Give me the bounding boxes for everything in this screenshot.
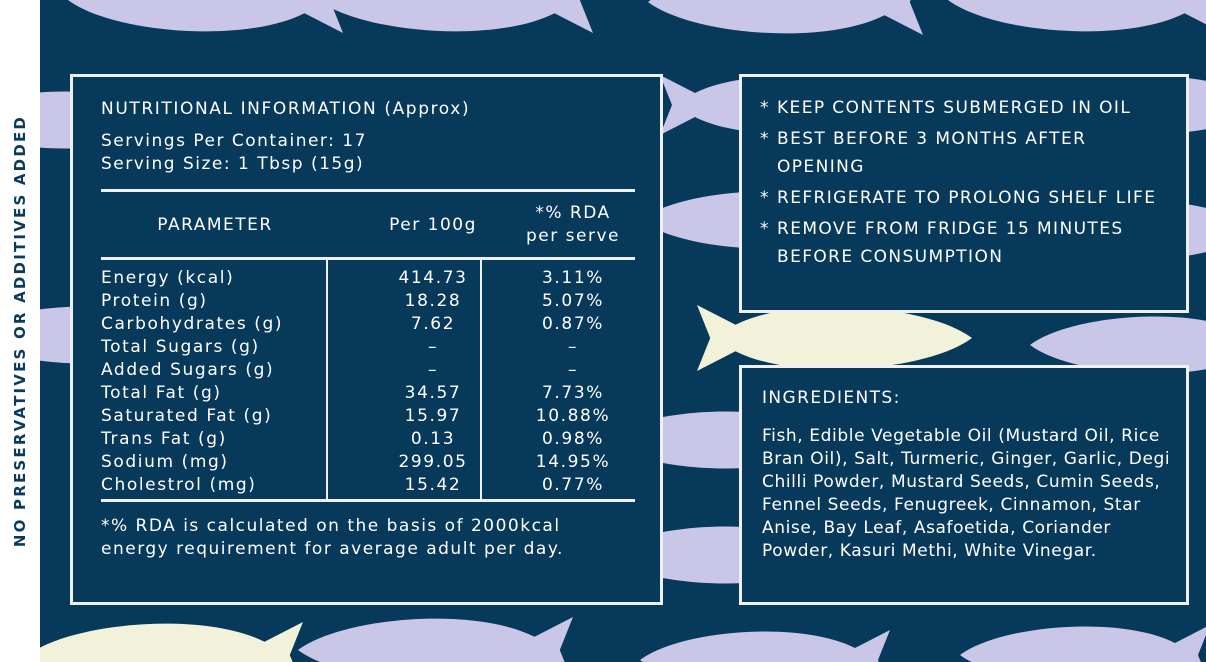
table-row: Trans Fat (g) 0.13 0.98% [101,428,635,451]
row-rda: 0.77% [541,475,604,495]
row-per-100g: 299.05 [398,452,468,472]
row-parameter: Cholestrol (mg) [101,475,257,495]
ingredients-title: INGREDIENTS: [762,388,901,408]
table-row: Energy (kcal) 414.73 3.11% [101,267,635,290]
list-item: * REMOVE FROM FRIDGE 15 MINUTES BEFORE CO… [760,215,1180,271]
header-rda-line2: per serve [526,226,620,246]
row-per-100g: 15.42 [404,475,462,495]
column-divider-1 [326,259,328,499]
row-parameter: Energy (kcal) [101,268,235,288]
row-parameter: Saturated Fat (g) [101,406,273,426]
table-row: Saturated Fat (g) 15.97 10.88% [101,405,635,428]
row-per-100g: 34.57 [404,383,462,403]
header-per-100g: Per 100g [389,215,477,235]
row-per-100g: 414.73 [398,268,468,288]
list-item: * KEEP CONTENTS SUBMERGED IN OIL [760,94,1180,122]
row-parameter: Added Sugars (g) [101,360,275,380]
side-strip: NO PRESERVATIVES OR ADDITIVES ADDED [0,0,40,662]
table-row: Total Sugars (g) – – [101,336,635,359]
row-rda: 10.88% [535,406,611,426]
row-per-100g: 18.28 [404,291,462,311]
care-item-text: REFRIGERATE TO PROLONG SHELF LIFE [777,188,1157,208]
row-rda: 3.11% [541,268,604,288]
row-rda: 5.07% [541,291,604,311]
table-row: Added Sugars (g) – – [101,359,635,382]
row-parameter: Total Fat (g) [101,383,222,403]
table-top-rule [101,189,635,192]
row-per-100g: 7.62 [410,314,456,334]
header-rda-line1: *% RDA [535,203,611,223]
row-rda: – [567,337,579,357]
list-item: * REFRIGERATE TO PROLONG SHELF LIFE [760,184,1180,212]
bullet-asterisk: * [760,219,770,239]
list-item: * BEST BEFORE 3 MONTHS AFTER OPENING [760,125,1180,181]
care-item-text: BEST BEFORE 3 MONTHS AFTER OPENING [777,129,1087,177]
rda-footnote: *% RDA is calculated on the basis of 200… [101,516,564,559]
ingredients-panel: INGREDIENTS: Fish, Edible Vegetable Oil … [739,365,1189,605]
row-per-100g: – [427,337,439,357]
row-rda: 0.87% [541,314,604,334]
row-per-100g: 15.97 [404,406,462,426]
nutrition-panel: NUTRITIONAL INFORMATION (Approx) Serving… [70,74,663,605]
serving-size: Serving Size: 1 Tbsp (15g) [101,154,365,174]
servings-per-container: Servings Per Container: 17 [101,131,367,151]
row-rda: 7.73% [541,383,604,403]
table-row: Cholestrol (mg) 15.42 0.77% [101,474,635,497]
ingredients-text: Fish, Edible Vegetable Oil (Mustard Oil,… [762,426,1171,561]
row-per-100g: 0.13 [410,429,456,449]
row-rda: 14.95% [535,452,611,472]
nutrition-title: NUTRITIONAL INFORMATION (Approx) [101,99,471,119]
table-bottom-rule [101,499,635,502]
care-list: * KEEP CONTENTS SUBMERGED IN OIL * BEST BE… [760,94,1180,274]
row-parameter: Total Sugars (g) [101,337,260,357]
bullet-asterisk: * [760,98,770,118]
row-per-100g: – [427,360,439,380]
bullet-asterisk: * [760,188,770,208]
row-parameter: Protein (g) [101,291,208,311]
row-parameter: Carbohydrates (g) [101,314,284,334]
row-rda: 0.98% [541,429,604,449]
table-row: Protein (g) 18.28 5.07% [101,290,635,313]
header-bottom-rule [101,257,635,260]
nutrition-rows: Energy (kcal) 414.73 3.11% Protein (g) 18.2… [101,267,635,497]
bullet-asterisk: * [760,129,770,149]
row-parameter: Sodium (mg) [101,452,229,472]
row-rda: – [567,360,579,380]
side-label: NO PRESERVATIVES OR ADDITIVES ADDED [11,114,29,548]
care-item-text: REMOVE FROM FRIDGE 15 MINUTES BEFORE CON… [777,219,1124,267]
column-divider-2 [480,259,482,499]
table-row: Total Fat (g) 34.57 7.73% [101,382,635,405]
header-parameter: PARAMETER [157,215,273,235]
table-row: Carbohydrates (g) 7.62 0.87% [101,313,635,336]
table-row: Sodium (mg) 299.05 14.95% [101,451,635,474]
care-instructions-panel: * KEEP CONTENTS SUBMERGED IN OIL * BEST BE… [739,74,1189,313]
care-item-text: KEEP CONTENTS SUBMERGED IN OIL [777,98,1132,118]
row-parameter: Trans Fat (g) [101,429,227,449]
